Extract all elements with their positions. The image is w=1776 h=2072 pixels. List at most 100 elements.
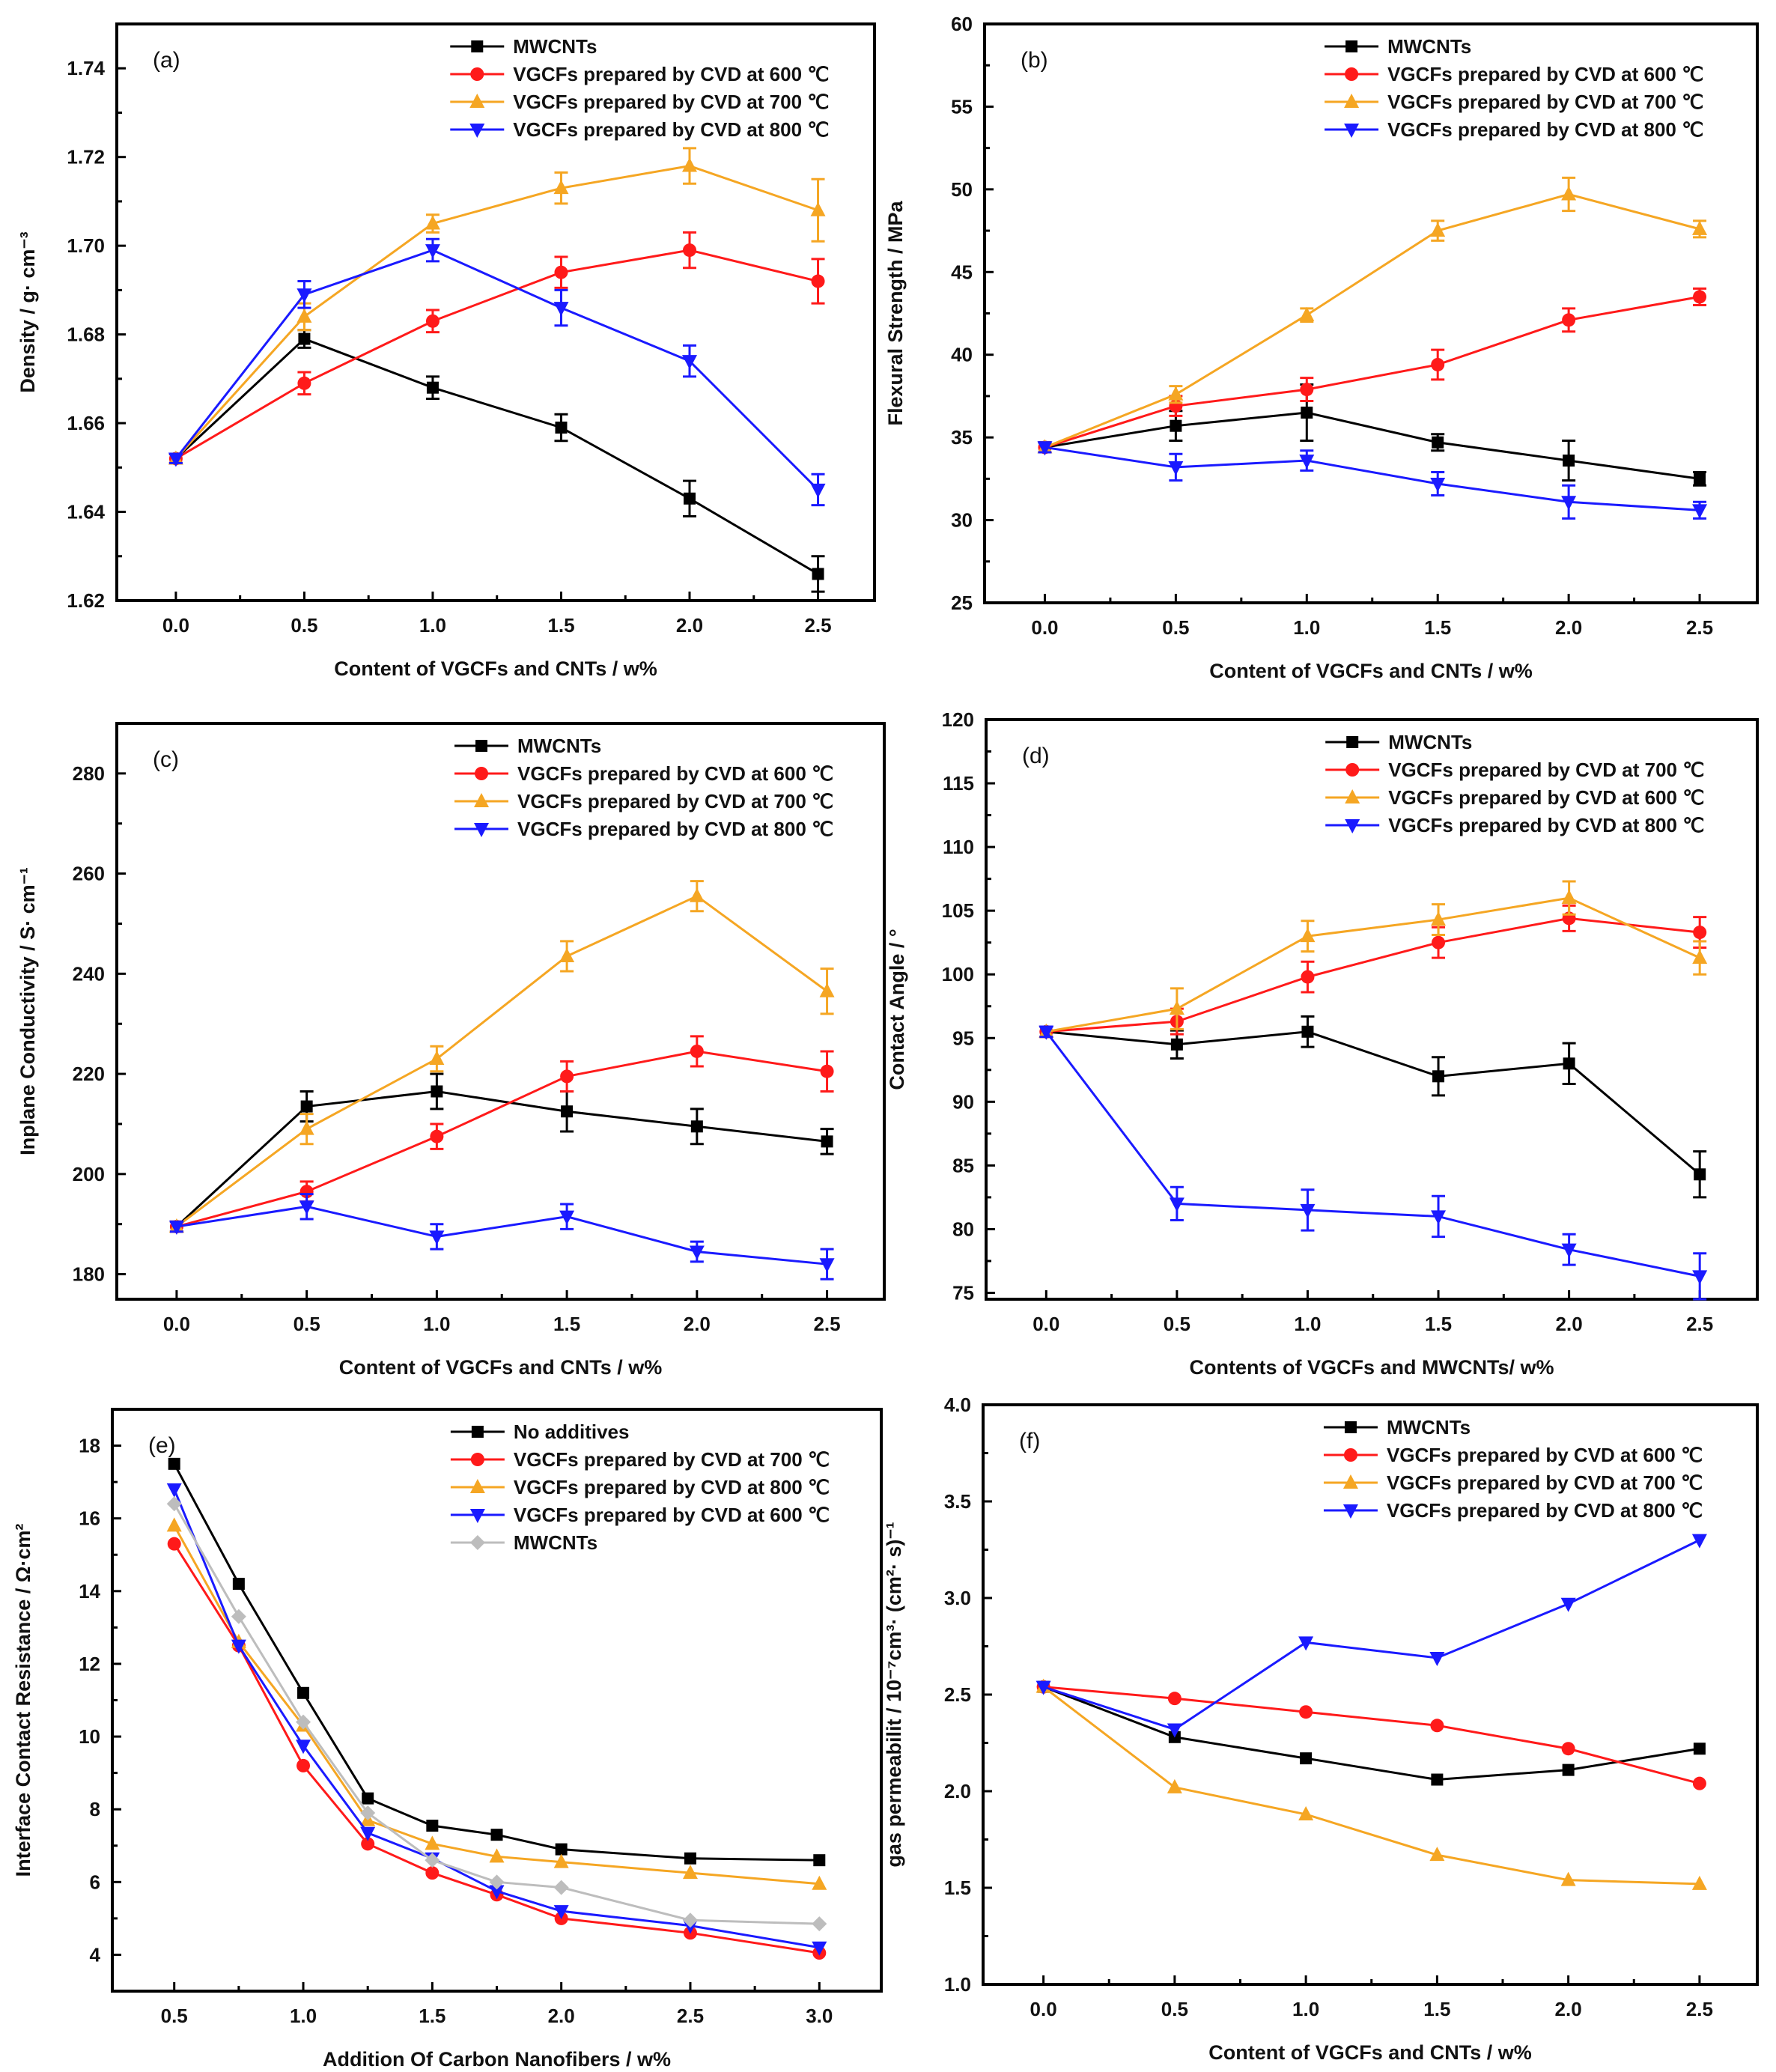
triangle-down-marker <box>360 1826 376 1841</box>
x-tick-label: 0.0 <box>162 614 189 637</box>
x-tick-label: 1.0 <box>419 614 446 637</box>
legend-label: VGCFs prepared by CVD at 800 ℃ <box>513 118 829 141</box>
triangle-up-marker <box>1298 1805 1314 1820</box>
circle-marker <box>1430 1719 1444 1733</box>
triangle-up-marker <box>559 947 575 962</box>
triangle-up-marker <box>474 793 489 807</box>
chart-panel-e: 0.5 1.0 1.5 2.0 2.5 3.0 4 6 8 10 12 14 16 18 Addition … <box>12 1408 883 2071</box>
legend-label: MWCNTs <box>1388 731 1472 753</box>
y-tick-label: 60 <box>951 13 973 35</box>
triangle-up-marker <box>810 201 826 216</box>
y-tick-label: 30 <box>951 509 973 532</box>
y-tick-label: 50 <box>951 178 973 201</box>
triangle-down-marker <box>1299 455 1315 470</box>
triangle-up-marker <box>299 1120 314 1135</box>
x-tick-label: 1.5 <box>547 614 574 637</box>
x-tick-label: 2.5 <box>813 1313 840 1335</box>
circle-marker <box>683 243 697 258</box>
y-tick-label: 280 <box>73 762 105 785</box>
triangle-down-marker <box>1038 1025 1054 1040</box>
diamond-marker <box>166 1496 182 1512</box>
y-tick-label: 45 <box>951 261 973 283</box>
circle-marker <box>470 67 484 81</box>
x-tick-label: 2.0 <box>1555 1998 1582 2020</box>
series-3 <box>1038 1025 1708 1301</box>
plot-frame <box>115 22 876 602</box>
series-0 <box>168 1457 826 1867</box>
square-marker <box>1344 1421 1357 1433</box>
triangle-down-marker <box>474 823 489 837</box>
triangle-up-marker <box>1345 789 1360 803</box>
legend: MWCNTs VGCFs prepared by CVD at 700 ℃ VGCF… <box>1325 731 1704 836</box>
legend: MWCNTs VGCFs prepared by CVD at 600 ℃ VGCF… <box>1323 1416 1703 1522</box>
circle-marker <box>1300 383 1314 397</box>
legend-label: VGCFs prepared by CVD at 700 ℃ <box>1387 91 1703 113</box>
y-tick-label: 1.0 <box>944 1973 971 1996</box>
legend: No additives VGCFs prepared by CVD at 700… <box>450 1421 830 1554</box>
x-tick-label: 0.0 <box>1033 1313 1059 1335</box>
x-tick-label: 1.0 <box>1294 1313 1321 1335</box>
triangle-up-marker <box>1560 1871 1576 1886</box>
circle-marker <box>1692 1776 1706 1790</box>
panel-label: (c) <box>153 747 179 772</box>
y-tick-label: 3.0 <box>944 1587 971 1609</box>
x-axis-label: Content of VGCFs and CNTs / w% <box>1208 2041 1532 2064</box>
circle-marker <box>1561 1742 1575 1756</box>
triangle-down-marker <box>489 1885 505 1900</box>
triangle-up-marker <box>1692 220 1708 235</box>
panel-label: (d) <box>1022 744 1050 768</box>
y-axis-label: Contact Angle / ° <box>886 929 908 1090</box>
series-2 <box>1036 1678 1707 1890</box>
y-tick-label: 180 <box>73 1263 105 1286</box>
x-tick-label: 0.5 <box>294 1313 320 1335</box>
legend-label: VGCFs prepared by CVD at 800 ℃ <box>514 1476 830 1498</box>
series-2 <box>1037 176 1708 454</box>
triangle-down-marker <box>1560 1597 1576 1612</box>
triangle-up-marker <box>296 308 312 323</box>
triangle-up-marker <box>1168 386 1184 401</box>
x-tick-label: 2.0 <box>1555 616 1582 639</box>
square-marker <box>1694 473 1706 485</box>
triangle-down-marker <box>469 124 485 138</box>
triangle-down-marker <box>1342 1504 1358 1519</box>
legend-label: No additives <box>514 1421 630 1443</box>
legend-label: VGCFs prepared by CVD at 600 ℃ <box>513 63 829 85</box>
y-tick-label: 100 <box>942 963 974 985</box>
triangle-up-marker <box>553 1853 569 1868</box>
circle-marker <box>167 1537 181 1551</box>
series-line <box>174 164 819 460</box>
triangle-down-marker <box>1430 477 1446 492</box>
triangle-down-marker <box>1431 1210 1447 1225</box>
triangle-down-marker <box>296 1740 311 1754</box>
y-tick-label: 4.0 <box>944 1394 971 1416</box>
triangle-up-marker <box>819 982 835 997</box>
triangle-down-marker <box>1429 1651 1445 1666</box>
x-tick-label: 1.5 <box>1424 616 1451 639</box>
chart-panel-c: 0.0 0.5 1.0 1.5 2.0 2.5 180 200 220 240 260 280 Cont… <box>16 722 886 1379</box>
square-marker <box>471 1426 484 1438</box>
x-tick-label: 1.5 <box>1425 1313 1452 1335</box>
square-marker <box>298 332 311 345</box>
triangle-up-marker <box>425 1835 440 1850</box>
square-marker <box>168 1457 180 1470</box>
x-tick-label: 1.0 <box>423 1313 450 1335</box>
series-line <box>174 249 819 490</box>
series-line <box>176 1050 827 1228</box>
y-tick-label: 1.74 <box>67 57 105 79</box>
circle-marker <box>425 314 440 328</box>
legend-label: MWCNTs <box>514 1531 597 1554</box>
diamond-marker <box>682 1913 698 1928</box>
square-marker <box>426 381 439 394</box>
legend-label: MWCNTs <box>1387 35 1471 58</box>
square-marker <box>690 1120 703 1133</box>
triangle-down-marker <box>682 355 698 370</box>
y-axis-label: Interface Contact Resistance / Ω·cm² <box>12 1524 34 1877</box>
triangle-down-marker <box>296 288 312 303</box>
x-tick-label: 2.5 <box>677 2005 704 2027</box>
triangle-up-marker <box>1430 222 1446 237</box>
y-tick-label: 1.66 <box>67 412 105 434</box>
triangle-down-marker <box>559 1210 575 1225</box>
y-axis-label: Flexural Strength / MPa <box>884 200 907 425</box>
panel-label: (b) <box>1021 48 1048 73</box>
